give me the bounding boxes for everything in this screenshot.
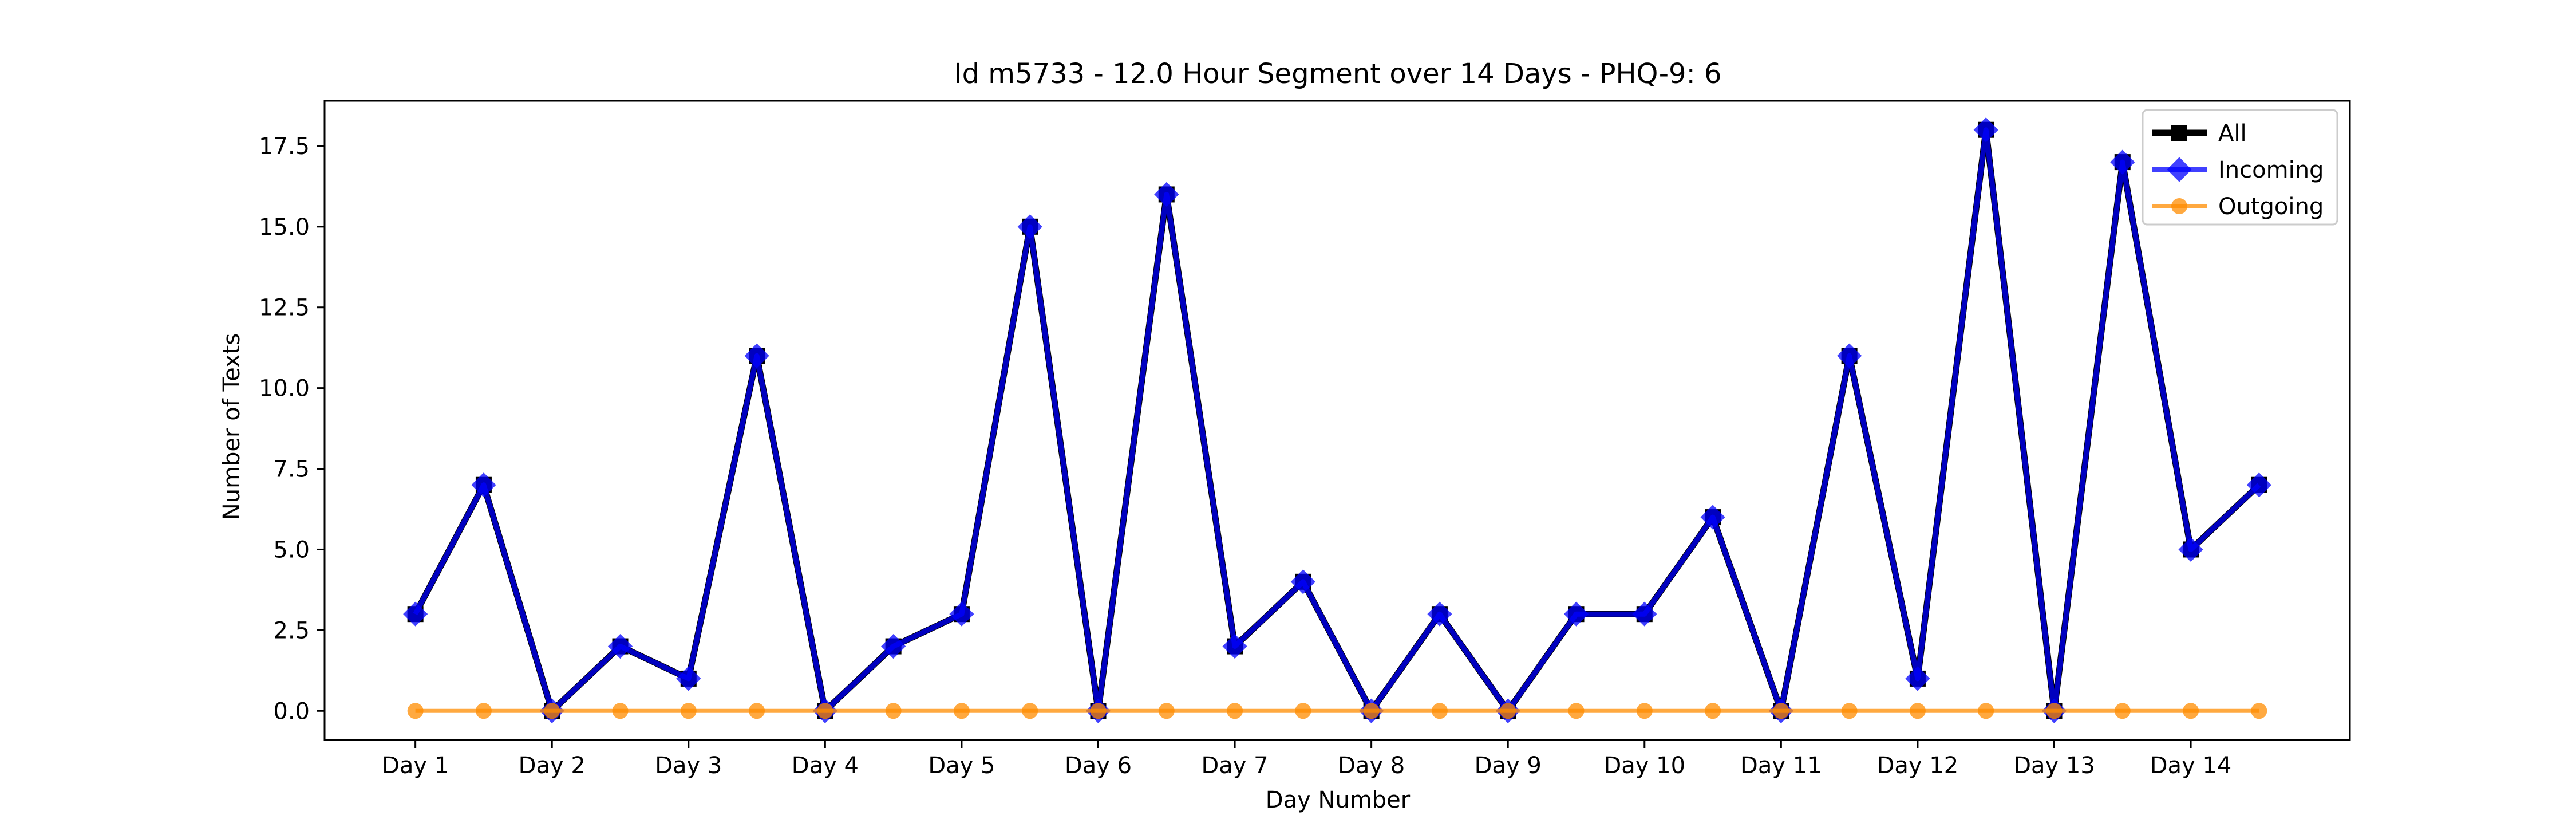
legend-marker-all <box>2171 125 2187 141</box>
data-point-incoming <box>1632 601 1657 627</box>
data-point-incoming <box>1154 182 1179 207</box>
data-point-incoming <box>471 472 496 498</box>
data-point-incoming <box>607 633 633 659</box>
y-tick-label: 10.0 <box>259 376 310 402</box>
plot-frame <box>323 100 2351 741</box>
legend-marker-outgoing <box>2171 198 2187 214</box>
data-point-incoming <box>1222 633 1247 659</box>
y-tick-label: 17.5 <box>259 133 310 160</box>
data-point-outgoing <box>1295 703 1311 719</box>
data-point-outgoing <box>1705 703 1721 719</box>
data-point-incoming <box>2178 537 2203 562</box>
data-point-incoming <box>949 601 974 627</box>
data-point-outgoing <box>1773 703 1789 719</box>
x-tick-label: Day 1 <box>382 753 449 779</box>
series-line-incoming <box>413 127 2261 714</box>
legend-marker-incoming <box>2167 157 2192 182</box>
data-point-outgoing <box>1227 703 1243 719</box>
data-point-incoming <box>1427 601 1452 627</box>
x-axis-ticks: Day 1 Day 2 Day 3 Day 4 Day 5 Day 6 Day 7 Day 8… <box>382 740 2231 779</box>
x-axis-label: Day Number <box>1266 787 1411 813</box>
data-point-outgoing <box>475 703 492 719</box>
data-point-outgoing <box>1022 703 1038 719</box>
data-point-outgoing <box>1158 703 1175 719</box>
data-point-incoming <box>2110 149 2135 175</box>
x-tick-label: Day 6 <box>1065 753 1132 779</box>
data-point-outgoing <box>2183 703 2199 719</box>
chart-title: Id m5733 - 12.0 Hour Segment over 14 Day… <box>954 58 1721 90</box>
data-point-incoming <box>2246 472 2271 498</box>
x-tick-label: Day 4 <box>792 753 859 779</box>
data-point-outgoing <box>2046 703 2063 719</box>
legend: All Incoming Outgoing <box>2142 109 2338 226</box>
x-tick-label: Day 8 <box>1338 753 1405 779</box>
x-tick-label: Day 12 <box>1877 753 1959 779</box>
data-point-outgoing <box>1363 703 1380 719</box>
x-tick-label: Day 9 <box>1475 753 1542 779</box>
data-point-outgoing <box>1500 703 1516 719</box>
plot-area <box>403 117 2271 723</box>
data-point-incoming <box>1837 343 1862 368</box>
legend-label-incoming: Incoming <box>2218 157 2324 183</box>
data-point-incoming <box>1290 569 1315 594</box>
y-tick-label: 5.0 <box>273 537 310 563</box>
data-point-outgoing <box>544 703 560 719</box>
series-incoming <box>403 117 2271 723</box>
data-point-outgoing <box>1909 703 1926 719</box>
data-point-incoming <box>676 666 701 691</box>
x-tick-label: Day 2 <box>519 753 586 779</box>
data-point-outgoing <box>2114 703 2131 719</box>
x-tick-label: Day 13 <box>2013 753 2095 779</box>
data-point-outgoing <box>749 703 765 719</box>
data-point-outgoing <box>1978 703 1994 719</box>
y-axis-label: Number of Texts <box>219 333 245 520</box>
data-point-incoming <box>1700 505 1725 530</box>
data-point-outgoing <box>612 703 629 719</box>
data-point-incoming <box>1973 117 1998 143</box>
x-tick-label: Day 10 <box>1603 753 1685 779</box>
data-point-outgoing <box>2251 703 2267 719</box>
x-tick-label: Day 11 <box>1740 753 1822 779</box>
y-tick-label: 2.5 <box>273 617 310 644</box>
series-all <box>407 121 2267 719</box>
series-outgoing <box>407 703 2267 719</box>
legend-label-outgoing: Outgoing <box>2218 194 2324 220</box>
x-tick-label: Day 7 <box>1201 753 1268 779</box>
y-tick-label: 0.0 <box>273 698 310 724</box>
data-point-outgoing <box>817 703 833 719</box>
data-point-incoming <box>1017 214 1042 239</box>
data-point-outgoing <box>1431 703 1448 719</box>
legend-label-all: All <box>2218 120 2247 147</box>
data-point-outgoing <box>953 703 970 719</box>
series-line-all <box>412 127 2262 714</box>
data-point-outgoing <box>1636 703 1653 719</box>
data-point-incoming <box>744 343 769 368</box>
data-point-outgoing <box>885 703 902 719</box>
data-point-incoming <box>1905 666 1930 691</box>
y-axis-ticks: 0.0 2.5 5.0 7.5 10.0 12.5 15.0 17.5 <box>259 133 325 724</box>
y-tick-label: 15.0 <box>259 214 310 241</box>
data-point-incoming <box>1563 601 1589 627</box>
data-point-outgoing <box>407 703 424 719</box>
x-tick-label: Day 3 <box>655 753 722 779</box>
x-tick-label: Day 5 <box>928 753 995 779</box>
x-tick-label: Day 14 <box>2150 753 2232 779</box>
data-point-outgoing <box>1090 703 1107 719</box>
data-point-incoming <box>403 601 428 627</box>
data-point-outgoing <box>680 703 697 719</box>
legend-box <box>2142 109 2338 226</box>
y-tick-label: 12.5 <box>259 295 310 321</box>
data-point-incoming <box>881 633 906 659</box>
data-point-outgoing <box>1841 703 1858 719</box>
data-point-outgoing <box>1568 703 1585 719</box>
y-tick-label: 7.5 <box>273 456 310 483</box>
